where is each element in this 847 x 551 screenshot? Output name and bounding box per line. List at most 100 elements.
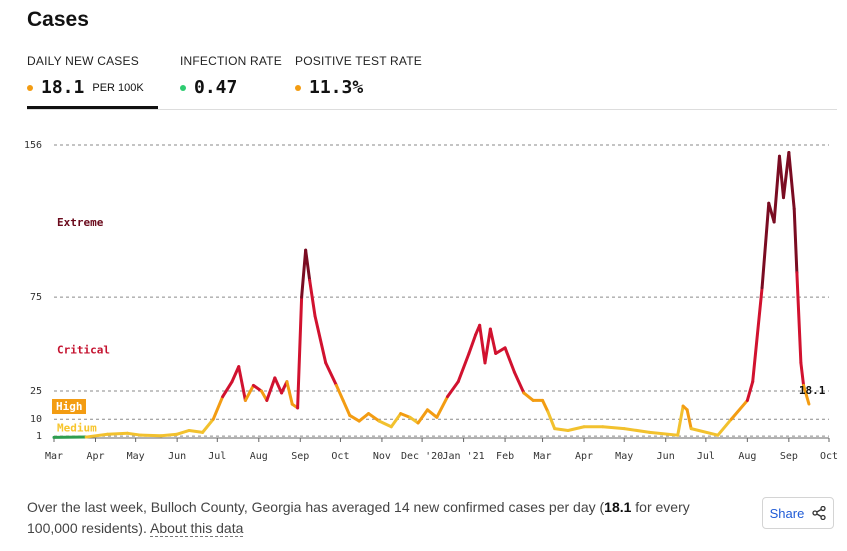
series-segment	[304, 248, 312, 282]
metric-value: 11.3%	[309, 77, 364, 98]
series-segment	[273, 376, 284, 395]
tab-infection-rate[interactable]: INFECTION RATE 0.47	[180, 54, 282, 98]
y-tick-label: 10	[30, 414, 42, 425]
x-tick-label: Sep	[291, 451, 309, 462]
x-tick-label: Jun	[657, 451, 675, 462]
series-segment	[781, 151, 791, 200]
series-segment	[541, 398, 550, 414]
series-segment	[126, 431, 143, 437]
y-tick-label: 156	[24, 140, 42, 151]
y-tick-label: 1	[36, 431, 42, 442]
series-segment	[488, 327, 498, 355]
series-segment	[716, 417, 733, 437]
series-segment	[622, 427, 652, 434]
series-segment	[792, 207, 799, 275]
series-segment	[159, 432, 179, 438]
series-segment	[175, 428, 191, 436]
series-segment	[478, 323, 487, 365]
series-segment	[348, 413, 361, 423]
series-segment	[221, 380, 234, 399]
risk-badge-high	[52, 399, 86, 415]
active-tab-indicator	[27, 106, 158, 109]
series-segment	[308, 278, 317, 318]
series-segment	[676, 404, 685, 437]
series-segment	[546, 410, 557, 431]
tab-label: POSITIVE TEST RATE	[295, 54, 422, 68]
metric-tabs: DAILY NEW CASES 18.1 PER 100K INFECTION …	[27, 54, 837, 110]
series-segment	[795, 271, 803, 365]
tab-positive-test-rate[interactable]: POSITIVE TEST RATE 11.3%	[295, 54, 422, 98]
x-tick-label: Mar	[534, 451, 552, 462]
share-button[interactable]: Share	[762, 497, 834, 529]
series-segment	[802, 383, 811, 406]
y-tick-label: 75	[30, 292, 42, 303]
summary-text: Over the last week, Bulloch County, Geor…	[27, 497, 727, 539]
series-segment	[553, 427, 570, 432]
series-segment	[751, 286, 764, 384]
cases-chart: 1 10 25 75 156 Extreme Critical High Medium Mar Ap…	[24, 140, 838, 462]
y-tick-label: 25	[30, 386, 42, 397]
series-segment	[787, 151, 796, 211]
series-segment	[243, 383, 255, 402]
series-segment	[285, 380, 294, 406]
x-tick-label: Jul	[697, 451, 715, 462]
series-segment	[512, 370, 526, 395]
x-tick-label: Mar	[45, 451, 63, 462]
metric-unit: PER 100K	[92, 81, 144, 94]
tab-label: DAILY NEW CASES	[27, 54, 139, 68]
page-title: Cases	[27, 8, 89, 31]
series-segment	[334, 383, 345, 402]
series-segment	[106, 431, 130, 436]
series-segment	[522, 391, 535, 402]
x-tick-label: May	[615, 451, 633, 462]
tab-label: INFECTION RATE	[180, 54, 282, 68]
series-segment	[689, 427, 720, 437]
dot-icon	[295, 84, 301, 91]
series-segment	[139, 433, 163, 438]
x-tick-label: Apr	[575, 451, 593, 462]
x-tick-label: Feb	[496, 451, 514, 462]
tabs-divider	[27, 109, 837, 110]
series-segment	[416, 408, 429, 425]
about-data-link[interactable]: About this data	[149, 520, 244, 537]
series-segment	[251, 383, 263, 393]
x-tick-label: Aug	[250, 451, 268, 462]
x-tick-label: Jan '21	[443, 451, 485, 462]
series-segment	[187, 428, 205, 434]
metric-value: 0.47	[194, 77, 238, 98]
series-segment	[296, 295, 304, 410]
x-tick-label: Jul	[208, 451, 226, 462]
share-icon	[812, 506, 826, 520]
series-segment	[566, 425, 586, 432]
series-segment	[324, 361, 338, 387]
x-tick-label: Oct	[820, 451, 838, 462]
series-segment	[84, 432, 110, 439]
series-segment	[772, 154, 781, 224]
summary-text-before: Over the last week, Bulloch County, Geor…	[27, 499, 605, 515]
x-tick-label: Oct	[331, 451, 349, 462]
series-segment	[300, 248, 308, 299]
series-segment	[483, 327, 492, 365]
x-tick-label: Aug	[738, 451, 756, 462]
summary-text-after: for every 100,000 residents).	[27, 499, 690, 536]
series-segment	[201, 417, 215, 434]
series-segment	[446, 380, 460, 399]
tab-daily-new-cases[interactable]: DAILY NEW CASES 18.1 PER 100K	[27, 54, 158, 109]
last-value-label: 18.1	[799, 384, 826, 397]
series-segment	[357, 412, 371, 423]
series-segment	[648, 430, 680, 437]
dot-icon	[180, 84, 186, 91]
x-tick-label: May	[127, 451, 145, 462]
series-segment	[435, 395, 450, 419]
series-segment	[408, 415, 420, 425]
series-segment	[237, 365, 247, 402]
series-segment	[760, 201, 771, 290]
risk-label-critical: Critical	[57, 344, 110, 357]
series-segment	[745, 380, 755, 402]
risk-label-high: High	[56, 400, 83, 413]
series-segment	[601, 425, 626, 431]
series-segment	[685, 408, 693, 431]
summary-highlight: 18.1	[604, 499, 632, 515]
series-segment	[729, 398, 749, 421]
series-segment	[399, 412, 412, 419]
